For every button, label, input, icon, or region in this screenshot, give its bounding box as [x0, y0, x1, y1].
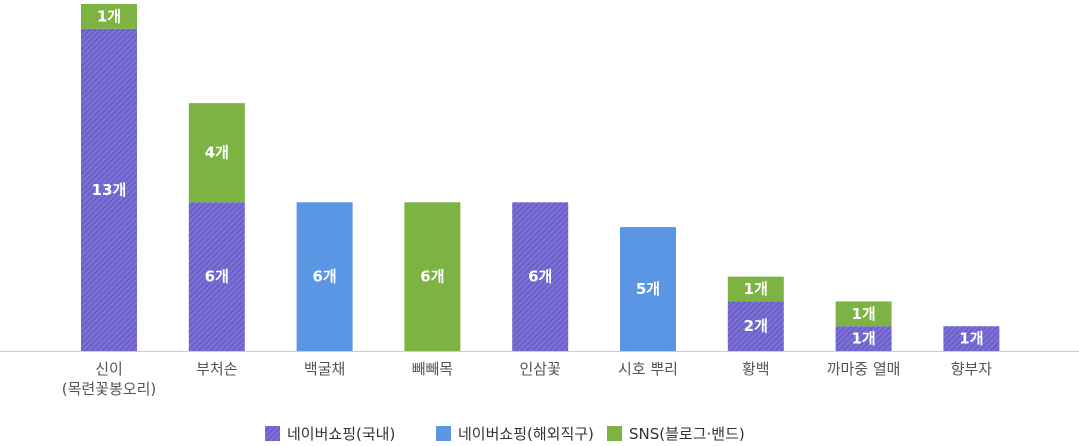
value-label-2-6: 5개	[636, 280, 660, 298]
legend-label-2: 네이버쇼핑(해외직구)	[458, 425, 594, 443]
category-label-6: 시호 뿌리	[618, 360, 678, 378]
value-label-3-1: 1개	[97, 7, 121, 25]
legend-label-3: SNS(블로그·밴드)	[629, 425, 745, 443]
category-label-5: 인삼꽃	[519, 360, 560, 378]
bar-segment-1-1	[81, 28, 137, 352]
bar-segment-1-9	[943, 326, 1000, 351]
value-label-2-3: 6개	[312, 268, 336, 286]
value-label-1-1: 13개	[92, 181, 127, 199]
legend-swatch-2	[436, 426, 451, 441]
value-label-3-4: 6개	[420, 268, 444, 286]
bar-segment-2-3	[296, 202, 353, 351]
bar-segment-1-8	[835, 326, 892, 351]
category-label-8: 까마중 열매	[827, 360, 901, 378]
value-label-1-5: 6개	[528, 268, 552, 286]
legend-swatch-3	[607, 426, 622, 441]
bar-segment-1-7	[727, 301, 784, 351]
category-label-3: 백굴채	[304, 360, 345, 378]
value-label-1-2: 6개	[205, 268, 229, 286]
bar-segment-1-2	[188, 202, 245, 351]
category-label-9: 향부자	[951, 360, 993, 378]
bars-group: 13개 1개 6개 4개 6개 6개 6개 5개 2개 1개 1개 1개 1개	[81, 4, 1000, 352]
category-labels: 신이 (목련꽃봉오리) 부처손 백굴채 빼빼목 인삼꽃 시호 뿌리 황백 까마중 열매 향부자	[62, 360, 993, 398]
bar-segment-3-4	[404, 202, 461, 351]
value-label-1-9: 1개	[959, 330, 983, 348]
legend-swatch-1	[265, 426, 280, 441]
category-label-1: 신이	[95, 360, 123, 378]
legend: 네이버쇼핑(국내) 네이버쇼핑(해외직구) SNS(블로그·밴드)	[265, 425, 745, 443]
value-label-3-2: 4개	[205, 144, 229, 162]
category-label-2: 부처손	[196, 360, 238, 378]
category-label-7: 황백	[742, 360, 770, 378]
value-label-3-7: 1개	[744, 280, 768, 298]
bar-segment-3-1	[81, 4, 137, 29]
bar-segment-3-2	[188, 103, 245, 203]
legend-label-1: 네이버쇼핑(국내)	[287, 425, 395, 443]
category-label-1-line-2: (목련꽃봉오리)	[62, 380, 157, 398]
value-label-1-8: 1개	[851, 330, 875, 348]
bar-segment-1-5	[512, 202, 569, 351]
value-label-1-7: 2개	[744, 317, 768, 335]
bar-segment-3-8	[835, 301, 892, 327]
bar-segment-2-6	[620, 227, 676, 351]
value-label-3-8: 1개	[851, 305, 875, 323]
bar-segment-3-7	[727, 276, 784, 302]
category-label-4: 빼빼목	[412, 360, 453, 378]
